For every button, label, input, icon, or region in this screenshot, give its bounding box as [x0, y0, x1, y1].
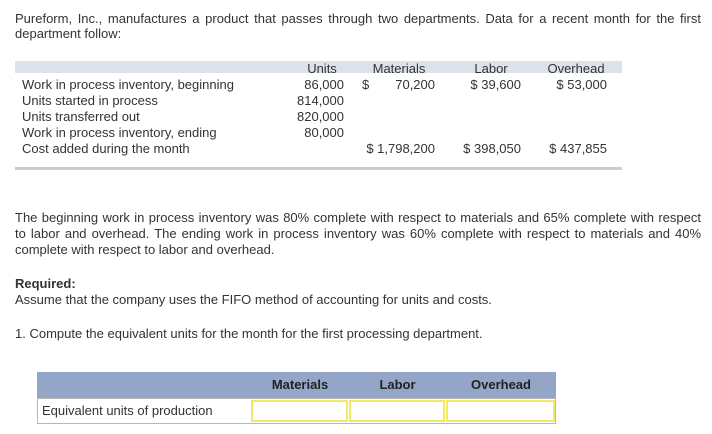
row-label-ending-wip: Work in process inventory, ending: [22, 125, 217, 140]
answer-header-labor: Labor: [379, 377, 416, 392]
problem-intro: Pureform, Inc., manufactures a product t…: [15, 11, 701, 41]
row-label-units-started: Units started in process: [22, 93, 158, 108]
completion-paragraph: The beginning work in process inventory …: [15, 210, 701, 257]
header-materials: Materials: [372, 61, 426, 76]
header-labor: Labor: [474, 61, 508, 76]
header-units: Units: [307, 61, 337, 76]
labor-equivalent-units-input[interactable]: [349, 400, 445, 422]
required-text: Assume that the company uses the FIFO me…: [15, 292, 492, 307]
materials-dollar-sign: $: [362, 77, 370, 92]
question-1: 1. Compute the equivalent units for the …: [15, 326, 483, 341]
labor-cost-added: $ 398,050: [463, 141, 521, 156]
equivalent-units-label: Equivalent units of production: [42, 403, 213, 418]
units-ending-wip: 80,000: [304, 125, 344, 140]
overhead-cost-added: $ 437,855: [549, 141, 607, 156]
table-top-rule: [15, 61, 622, 73]
units-transferred: 820,000: [297, 109, 344, 124]
answer-header-materials: Materials: [271, 377, 329, 392]
header-overhead: Overhead: [547, 61, 605, 76]
equivalent-units-row: Equivalent units of production: [37, 398, 556, 424]
materials-cost-added: $ 1,798,200: [366, 141, 435, 156]
overhead-beginning-wip: $ 53,000: [556, 77, 607, 92]
units-started: 814,000: [297, 93, 344, 108]
units-beginning-wip: 86,000: [304, 77, 344, 92]
row-label-units-transferred: Units transferred out: [22, 109, 140, 124]
labor-beginning-wip: $ 39,600: [470, 77, 521, 92]
answer-table-header: Materials Labor Overhead: [37, 372, 556, 398]
row-label-cost-added: Cost added during the month: [22, 141, 190, 156]
answer-table: Materials Labor Overhead Equivalent unit…: [37, 372, 556, 424]
materials-beginning-wip: 70,200: [395, 77, 435, 92]
required-heading: Required:: [15, 276, 76, 291]
overhead-equivalent-units-input[interactable]: [446, 400, 555, 422]
department-data-table: Units Materials Labor Overhead Work in p…: [15, 61, 622, 170]
answer-header-overhead: Overhead: [471, 377, 531, 392]
table-bottom-rule: [15, 167, 622, 170]
materials-equivalent-units-input[interactable]: [251, 400, 348, 422]
row-label-beginning-wip: Work in process inventory, beginning: [22, 77, 234, 92]
